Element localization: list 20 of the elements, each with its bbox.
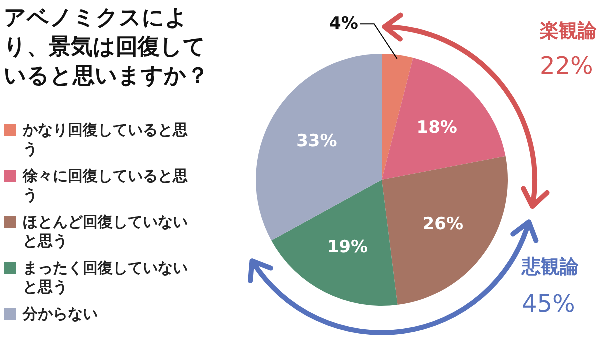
data-label: 4% <box>330 14 358 34</box>
pie-slice <box>382 54 414 180</box>
text: 45% <box>522 290 576 318</box>
pie-slice <box>382 58 506 180</box>
text: 22% <box>540 52 594 80</box>
legend-label: ほとんど回復していないと思う <box>23 213 189 251</box>
legend-label: 徐々に回復していると思う <box>23 167 189 205</box>
legend-label: まったく回復していないと思う <box>23 259 189 297</box>
data-label: 18% <box>416 118 458 138</box>
data-label: 19% <box>327 237 368 258</box>
text: アベノミクスにより、景気は回復していると思いますか？ <box>4 5 209 91</box>
pie-slice <box>382 156 508 306</box>
pie-slice <box>272 180 398 306</box>
pie-slice <box>256 54 382 241</box>
text: 悲観論 <box>522 255 579 280</box>
legend-label: かなり回復していると思う <box>23 121 189 159</box>
data-label: 33% <box>296 132 338 152</box>
text: 楽観論 <box>540 19 597 44</box>
data-label: 26% <box>422 214 464 234</box>
legend-label: 分からない <box>23 305 98 324</box>
